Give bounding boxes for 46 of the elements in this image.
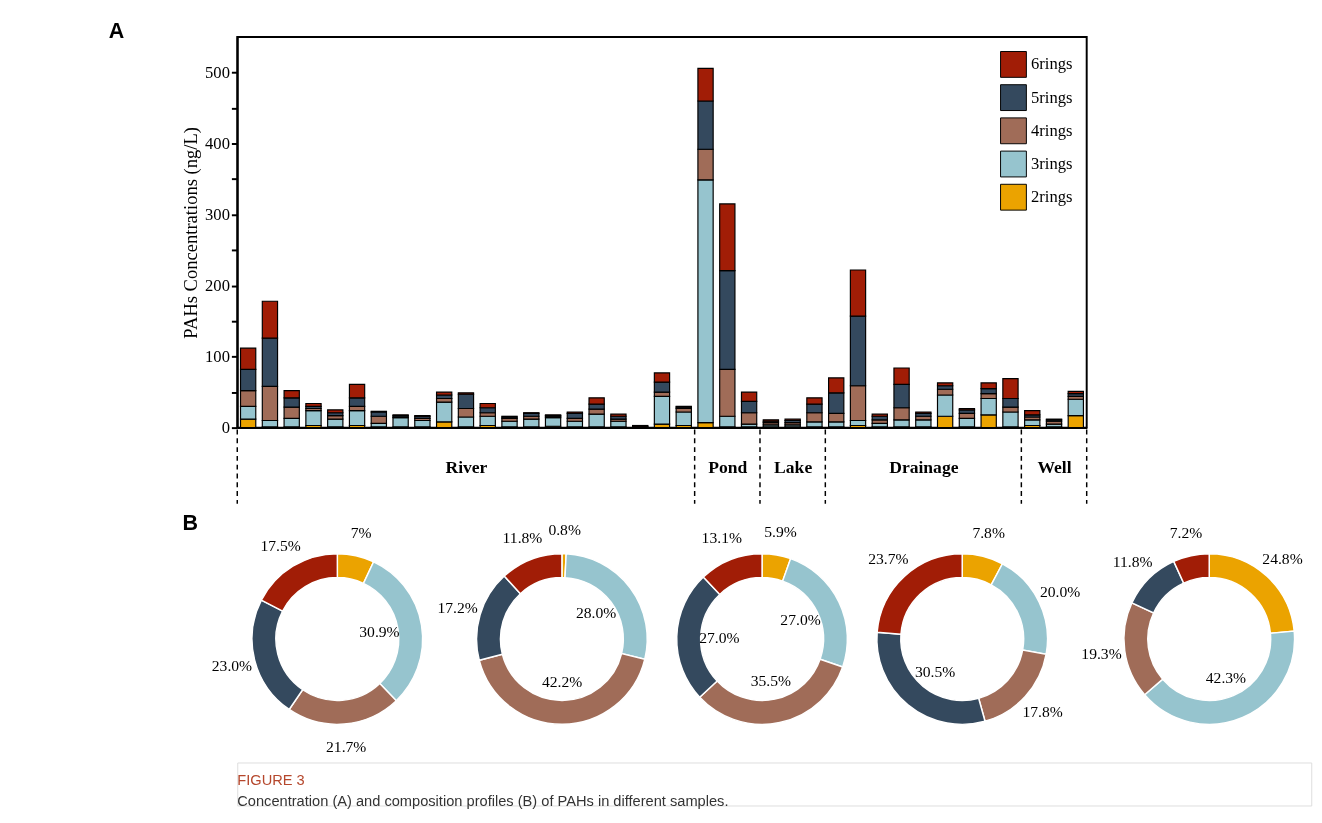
data-label: 23.7% [868, 550, 909, 568]
text: Concentration (A) and composition profiles (B) of PAHs in different samples. [237, 793, 729, 810]
chart-title: A [108, 19, 125, 44]
y-tick-label: 300 [205, 204, 230, 224]
data-label: 17.5% [260, 537, 301, 555]
data-label: 27.0% [780, 611, 821, 629]
data-label: 7.2% [1169, 523, 1203, 541]
data-label: 21.7% [326, 738, 367, 756]
y-tick-label: 500 [205, 62, 230, 82]
data-label: 35.5% [750, 671, 792, 689]
data-label: 42.3% [1205, 669, 1247, 687]
data-label: 30.5% [914, 662, 956, 680]
data-label: 7% [350, 523, 372, 541]
y-tick-label: 0 [221, 418, 230, 437]
x-tick-label: River [445, 457, 488, 478]
legend-label: 5rings [1031, 87, 1073, 107]
data-label: 17.2% [437, 598, 478, 616]
data-label: 30.9% [359, 623, 400, 641]
y-tick-label: 400 [205, 133, 230, 153]
x-tick-label: Well [1037, 457, 1072, 478]
y-tick-label: 200 [205, 275, 230, 295]
legend-label: 3rings [1031, 153, 1073, 173]
data-label: 11.8% [502, 528, 543, 546]
chart-title: B [182, 510, 198, 535]
data-label: 7.8% [972, 524, 1005, 542]
legend-label: 4rings [1031, 120, 1073, 140]
legend-label: 6rings [1031, 54, 1073, 74]
data-label: 24.8% [1262, 549, 1303, 567]
caption: FIGURE 3 [237, 771, 305, 788]
x-tick-label: Drainage [889, 457, 959, 478]
y-axis-title: PAHs Concentrations (ng/L) [180, 127, 203, 339]
x-tick-label: Pond [708, 457, 748, 478]
data-label: 5.9% [764, 522, 797, 540]
y-tick-label: 100 [205, 347, 230, 366]
data-label: 42.2% [542, 672, 583, 690]
data-label: 11.8% [1112, 552, 1153, 570]
data-label: 23.0% [211, 656, 253, 674]
x-tick-label: Lake [774, 457, 813, 478]
data-label: 28.0% [575, 604, 617, 622]
data-label: 19.3% [1081, 644, 1122, 662]
data-label: 13.1% [701, 528, 742, 546]
data-label: 17.8% [1022, 703, 1063, 721]
legend-label: 2rings [1031, 187, 1073, 207]
data-label: 0.8% [548, 521, 581, 539]
data-label: 20.0% [1039, 582, 1081, 600]
data-label: 27.0% [699, 628, 740, 646]
